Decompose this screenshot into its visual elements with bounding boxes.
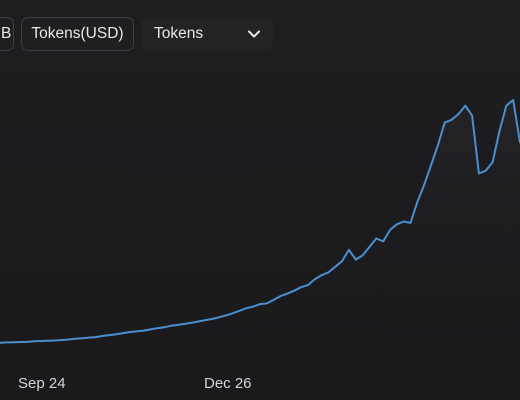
x-tick-label: Dec 26 <box>204 375 252 392</box>
unit-select[interactable]: Tokens <box>141 17 273 51</box>
series-area <box>0 100 520 400</box>
x-tick-label: Sep 24 <box>18 375 66 392</box>
series-line <box>0 99 520 344</box>
metric-chip-partial[interactable]: B <box>0 17 14 51</box>
chevron-down-icon <box>248 30 260 38</box>
tokens-usd-toggle[interactable]: Tokens(USD) <box>21 17 134 51</box>
usage-line-chart <box>0 99 520 400</box>
unit-select-value: Tokens <box>154 25 204 42</box>
chart-toolbar: B Tokens(USD) Tokens <box>0 0 520 64</box>
